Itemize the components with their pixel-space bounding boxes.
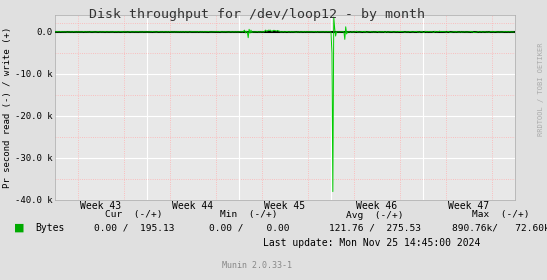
Text: RRDTOOL / TOBI OETIKER: RRDTOOL / TOBI OETIKER (538, 43, 544, 136)
Y-axis label: Pr second read (-) / write (+): Pr second read (-) / write (+) (3, 27, 12, 188)
Text: Max  (-/+): Max (-/+) (472, 211, 529, 220)
Text: 0.00 /  195.13: 0.00 / 195.13 (94, 223, 174, 232)
Text: Bytes: Bytes (36, 223, 65, 233)
Text: Min  (-/+): Min (-/+) (220, 211, 278, 220)
Text: 121.76 /  275.53: 121.76 / 275.53 (329, 223, 421, 232)
Text: 890.76k/   72.60k: 890.76k/ 72.60k (452, 223, 547, 232)
Text: Last update: Mon Nov 25 14:45:00 2024: Last update: Mon Nov 25 14:45:00 2024 (263, 238, 481, 248)
Text: ■: ■ (14, 223, 24, 233)
Text: Cur  (-/+): Cur (-/+) (105, 211, 163, 220)
Text: Avg  (-/+): Avg (-/+) (346, 211, 404, 220)
Text: Disk throughput for /dev/loop12 - by month: Disk throughput for /dev/loop12 - by mon… (89, 8, 425, 21)
Text: Munin 2.0.33-1: Munin 2.0.33-1 (222, 260, 292, 269)
Text: 0.00 /    0.00: 0.00 / 0.00 (208, 223, 289, 232)
